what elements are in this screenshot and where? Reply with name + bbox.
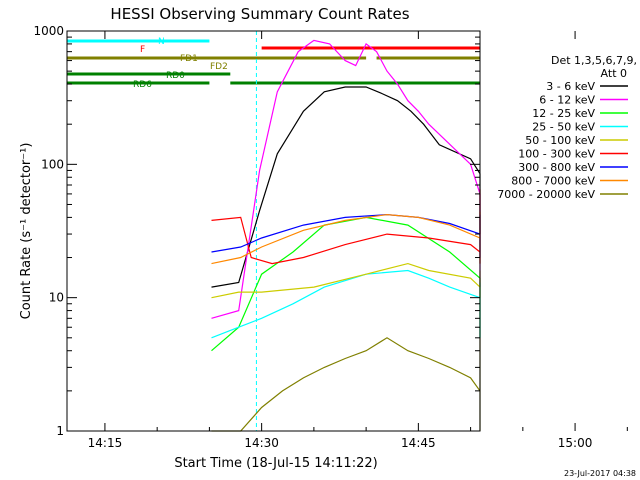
legend-label-100-300-kev: 100 - 300 keV — [518, 148, 595, 161]
y-tick-label-1: 1 — [56, 424, 64, 438]
y-tick-label-100: 100 — [41, 157, 64, 171]
y-tick-label-1000: 1000 — [33, 24, 64, 38]
flag-label-fd1: FD1 — [180, 54, 198, 64]
chart-title: HESSI Observing Summary Count Rates — [110, 5, 409, 23]
footer-date: 23-Jul-2017 04:38 — [564, 469, 636, 478]
x-tick-label-14-15: 14:15 — [88, 436, 123, 450]
flag-label-n: N — [158, 37, 165, 47]
x-axis-label: Start Time (18-Jul-15 14:11:22) — [174, 456, 377, 471]
y-tick-label-10: 10 — [49, 291, 64, 305]
flag-label-rd6: RD6 — [133, 80, 152, 90]
legend-header-attenuator: Att 0 — [601, 67, 627, 80]
x-tick-label-14-30: 14:30 — [244, 436, 279, 450]
flag-label-fd2: FD2 — [210, 62, 228, 72]
flag-label-rd0: RD0 — [166, 71, 185, 81]
legend-label-25-50-kev: 25 - 50 keV — [532, 121, 595, 134]
x-tick-label-15-00: 15:00 — [558, 436, 593, 450]
plot-frame — [66, 30, 481, 432]
y-axis-label: Count Rate (s⁻¹ detector⁻¹) — [19, 143, 34, 320]
legend-label-800-7000-kev: 800 - 7000 keV — [511, 175, 595, 188]
legend-label-300-800-kev: 300 - 800 keV — [518, 161, 595, 174]
flag-bars: N F FD1 FD2 RD0 RD6 — [67, 37, 480, 90]
x-tick-label-14-45: 14:45 — [401, 436, 436, 450]
legend-header-detectors: Det 1,3,5,6,7,9, — [551, 54, 637, 67]
legend-label-7000-20000-kev: 7000 - 20000 keV — [497, 188, 595, 201]
legend-label-12-25-kev: 12 - 25 keV — [532, 107, 595, 120]
flag-label-f: F — [140, 45, 145, 55]
legend-label-50-100-kev: 50 - 100 keV — [525, 134, 595, 147]
axis-ticks: 14:1514:3014:4515:0015:1515:3015:4511010… — [33, 24, 628, 450]
legend-label-3-6-kev: 3 - 6 keV — [546, 80, 595, 93]
legend-label-6-12-kev: 6 - 12 keV — [539, 94, 595, 107]
